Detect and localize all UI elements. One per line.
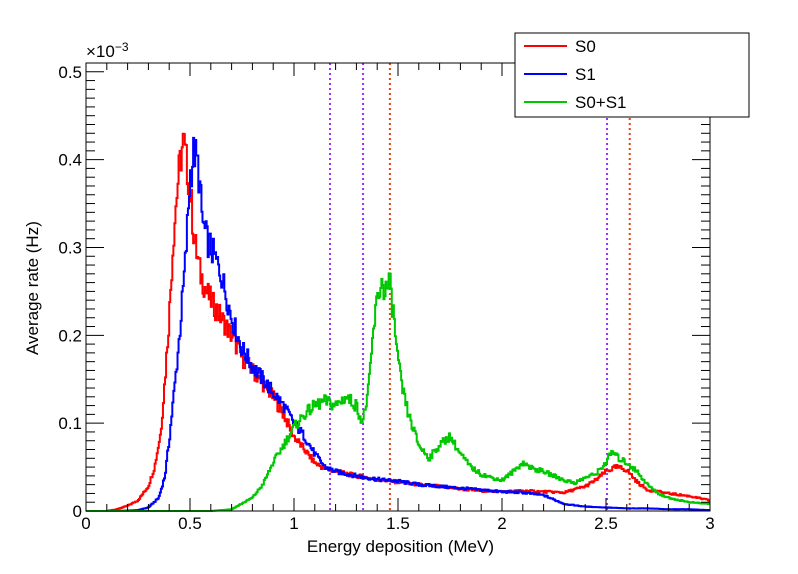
x-tick-label-2: 1 bbox=[289, 514, 298, 533]
x-tick-label-0: 0 bbox=[81, 514, 90, 533]
y-multiplier-label: ×10−3 bbox=[86, 40, 129, 61]
y-tick-label-0: 0 bbox=[73, 502, 82, 521]
y-tick-label-2: 0.2 bbox=[58, 326, 82, 345]
y-tick-label-5: 0.5 bbox=[58, 63, 82, 82]
series-s1 bbox=[86, 136, 710, 512]
y-tick-label-1: 0.1 bbox=[58, 414, 82, 433]
legend-label-s0s1: S0+S1 bbox=[575, 93, 627, 112]
legend-label-s0: S0 bbox=[575, 37, 596, 56]
x-tick-label-6: 3 bbox=[705, 514, 714, 533]
y-multiplier-exponent: −3 bbox=[115, 40, 129, 54]
x-tick-label-4: 2 bbox=[497, 514, 506, 533]
y-tick-label-3: 0.3 bbox=[58, 238, 82, 257]
series-s0-s1 bbox=[86, 272, 710, 512]
x-tick-label-1: 0.5 bbox=[178, 514, 202, 533]
axis-tick-labels: 0 0.5 1 1.5 2 2.5 3 0 0.1 0.2 0.3 0.4 0.5 bbox=[58, 63, 714, 533]
y-axis-title: Average rate (Hz) bbox=[23, 221, 42, 355]
y-multiplier-base: ×10 bbox=[86, 42, 115, 61]
legend-label-s1: S1 bbox=[575, 65, 596, 84]
legend: S0 S1 S0+S1 bbox=[514, 32, 750, 118]
axis-ticks bbox=[85, 62, 711, 512]
x-tick-label-3: 1.5 bbox=[386, 514, 410, 533]
y-tick-label-4: 0.4 bbox=[58, 151, 82, 170]
x-tick-label-5: 2.5 bbox=[594, 514, 618, 533]
x-axis-title: Energy deposition (MeV) bbox=[307, 537, 494, 556]
series-layer bbox=[86, 132, 710, 512]
